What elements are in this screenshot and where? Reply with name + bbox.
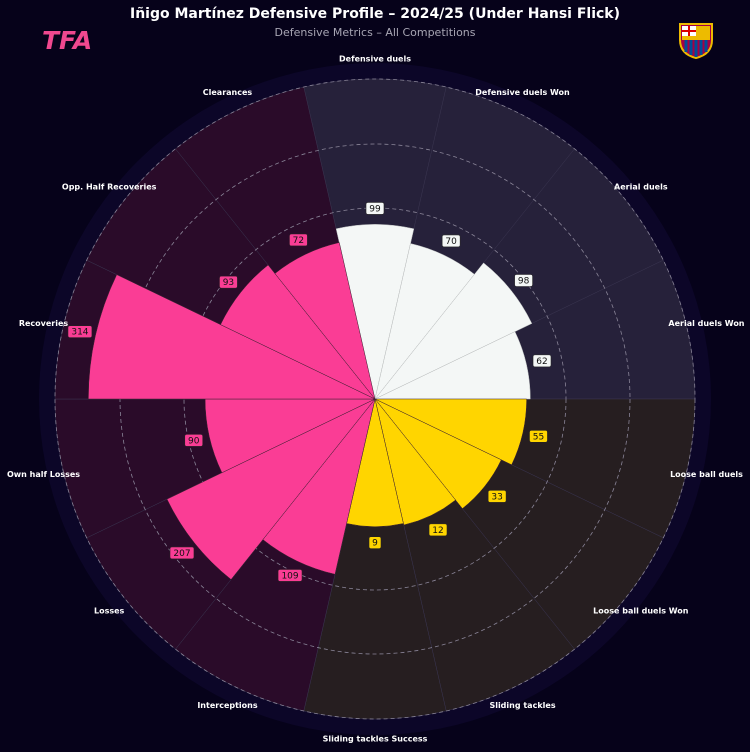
value-label-box [529,430,548,443]
category-label: Losses [94,606,125,615]
category-label: Own half Losses [7,470,80,479]
value-label: 33 [491,492,502,502]
bar [374,398,527,466]
value-label: 55 [533,432,544,442]
bar [374,331,531,400]
bar [166,398,376,580]
bar [335,224,415,400]
value-label: 70 [445,237,457,247]
value-label: 12 [432,526,443,536]
category-label: Aerial duels [614,183,668,192]
value-label: 109 [281,571,298,581]
category-label: Aerial duels Won [668,319,744,328]
grid-circle [54,78,696,720]
value-label-box [184,434,204,447]
value-label: 72 [293,236,304,246]
value-label: 207 [173,549,190,559]
value-label: 90 [188,436,200,446]
category-label: Opp. Half Recoveries [62,183,157,192]
category-label: Loose ball duels [670,470,743,479]
value-label: 314 [71,328,88,338]
value-label-box [67,325,93,338]
value-label-box [487,490,507,503]
bar [374,262,533,400]
value-label-box [441,234,461,248]
value-label-box [365,202,385,215]
category-label: Clearances [203,88,253,97]
value-label-box [514,274,533,287]
value-label-box [277,569,303,582]
labels: Defensive duels Defensive duels Won Aerial… [7,55,745,744]
chart-title: Iñigo Martínez Defensive Profile – 2024/… [130,6,620,22]
bar [374,398,456,526]
value-label: 9 [372,539,378,549]
bar [220,264,376,400]
category-label: Recoveries [19,319,69,328]
value-label-box [219,275,238,289]
value-label-box [289,233,308,247]
value-label: 93 [223,278,234,288]
category-label: Sliding tackles [489,701,555,710]
bars [88,224,533,580]
value-label-box [169,546,195,560]
chart-subtitle: Defensive Metrics – All Competitions [274,26,475,39]
bar [374,398,502,509]
club-crest [679,23,713,60]
category-label: Loose ball duels Won [593,606,689,615]
category-label: Interceptions [197,701,258,710]
category-label: Sliding tackles Success [323,735,428,744]
value-label-box [428,523,448,537]
category-label: Defensive duels Won [475,88,570,97]
bar [274,242,376,400]
value-label-box [532,354,552,368]
brand-logo: TFA [42,26,92,55]
value-label: 98 [518,276,530,286]
bar [88,274,376,400]
category-label: Defensive duels [339,55,411,64]
value-label: 99 [369,204,381,214]
value-label: 62 [536,357,547,367]
value-label-box [368,536,382,549]
